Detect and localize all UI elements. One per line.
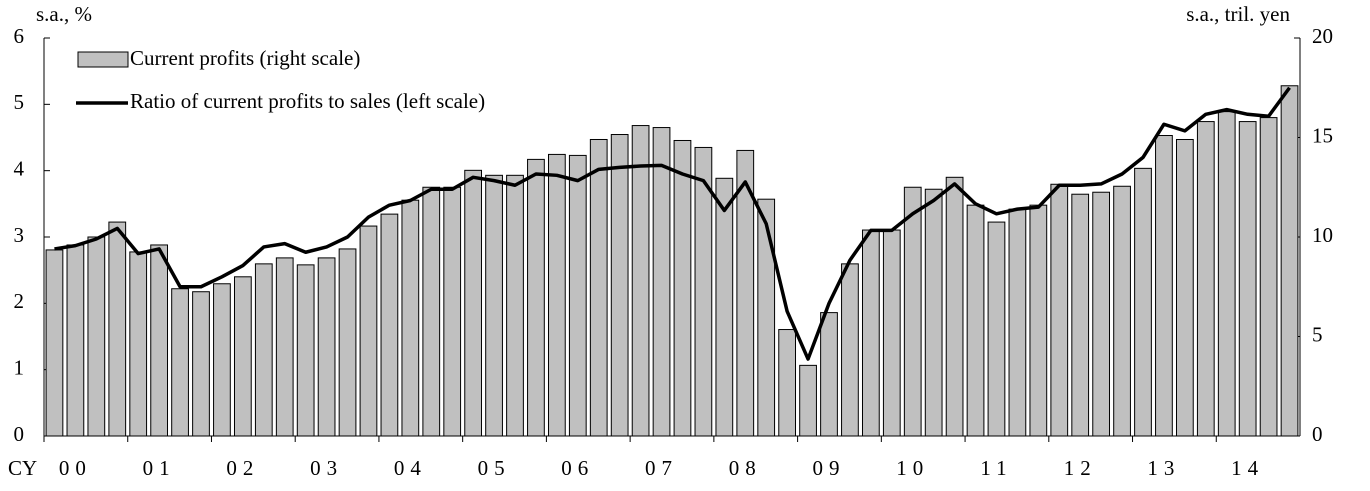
bar: [757, 198, 776, 437]
bar: [1134, 167, 1152, 437]
bar: [861, 229, 880, 437]
bar: [715, 177, 734, 437]
x-tick-label: 12: [1064, 456, 1097, 480]
bar: [547, 153, 566, 437]
bar: [1238, 121, 1257, 437]
bar: [213, 283, 231, 437]
y2-tick-label: 5: [1312, 322, 1323, 346]
bar: [673, 139, 692, 437]
bar: [778, 329, 797, 437]
bar: [799, 364, 817, 437]
y-tick-label: 0: [14, 422, 25, 446]
x-tick-label: 07: [645, 456, 678, 480]
bar: [485, 174, 503, 437]
bar: [359, 225, 378, 437]
bar: [254, 263, 273, 437]
y-tick-label: 4: [14, 156, 25, 180]
bar: [45, 249, 64, 437]
bar: [966, 204, 985, 437]
bar: [945, 176, 964, 437]
x-tick-label: 09: [813, 456, 846, 480]
bar: [1071, 193, 1090, 437]
bar: [296, 264, 315, 437]
bar: [401, 199, 420, 437]
y-tick-label: 1: [14, 355, 25, 379]
bar: [589, 138, 608, 437]
x-tick-label: 02: [226, 456, 259, 480]
bar: [903, 186, 922, 437]
bar: [1092, 191, 1111, 437]
x-tick-label: 11: [980, 456, 1012, 480]
bar: [275, 257, 294, 437]
y-tick-label: 3: [14, 223, 25, 247]
bar: [150, 244, 169, 437]
x-tick-label: 06: [561, 456, 594, 480]
bar: [108, 221, 127, 437]
bar: [317, 257, 336, 437]
bar: [882, 229, 901, 437]
line: [54, 86, 1291, 361]
x-tick-label: 04: [394, 456, 427, 480]
bar: [1175, 138, 1194, 437]
bar: [129, 251, 148, 437]
y2-axis-label: s.a., tril. yen: [1186, 2, 1290, 26]
bar: [924, 188, 943, 437]
bar: [1280, 85, 1299, 437]
x-tick-label: 14: [1231, 456, 1264, 480]
bar: [338, 248, 357, 437]
y2-tick-label: 15: [1312, 123, 1333, 147]
x-tick-label: 10: [896, 456, 929, 480]
y-tick-label: 6: [14, 24, 25, 48]
bar: [192, 291, 210, 437]
bar: [652, 127, 671, 437]
bar: [568, 154, 587, 437]
y-axis-label: s.a., %: [36, 2, 92, 26]
bar: [610, 134, 629, 437]
bar: [1113, 185, 1131, 437]
bar: [380, 213, 399, 437]
bar: [1155, 135, 1173, 437]
bar: [422, 186, 441, 437]
bar: [233, 276, 252, 437]
x-tick-label: 08: [729, 456, 762, 480]
x-tick-label: 03: [310, 456, 343, 480]
x-axis-prefix: CY: [8, 456, 37, 480]
bar: [1050, 183, 1069, 437]
bar: [1259, 117, 1278, 437]
y2-tick-label: 20: [1312, 24, 1333, 48]
bar: [631, 125, 650, 437]
bar: [1008, 208, 1027, 437]
bar: [820, 312, 838, 437]
y-tick-label: 2: [14, 289, 25, 313]
bar: [1196, 121, 1215, 437]
legend-label: Current profits (right scale): [130, 46, 360, 70]
bar: [841, 263, 859, 437]
bar: [464, 169, 483, 437]
y-tick-label: 5: [14, 90, 25, 114]
bar: [66, 244, 85, 437]
bar: [506, 174, 524, 437]
bar: [527, 158, 545, 437]
legend-label: Ratio of current profits to sales (left …: [130, 89, 485, 113]
bar: [87, 236, 106, 437]
x-tick-label: 00: [59, 456, 92, 480]
x-tick-label: 05: [478, 456, 511, 480]
bar: [987, 221, 1006, 437]
y2-tick-label: 10: [1312, 223, 1333, 247]
y2-tick-label: 0: [1312, 422, 1323, 446]
x-tick-label: 01: [143, 456, 176, 480]
x-tick-label: 13: [1147, 456, 1180, 480]
bar: [443, 186, 462, 437]
bar: [1217, 111, 1236, 437]
legend-swatch: [77, 51, 129, 68]
bar: [1029, 204, 1048, 437]
bar: [171, 288, 189, 437]
